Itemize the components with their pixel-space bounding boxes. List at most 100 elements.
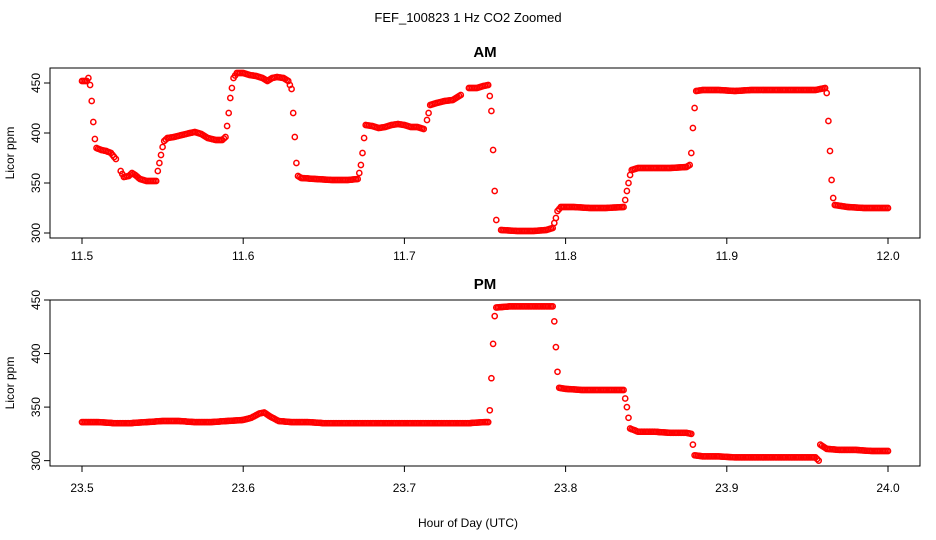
am-data-point <box>85 74 92 82</box>
am-data-point <box>623 187 631 195</box>
am-data-point <box>457 91 465 99</box>
am-data-point <box>829 194 837 202</box>
am-data-point <box>223 122 231 130</box>
pm-y-tick-label: 350 <box>29 397 43 417</box>
am-data-point <box>552 214 560 222</box>
am-data-point <box>225 109 233 117</box>
am-data-point <box>222 133 229 141</box>
pm-data-point <box>489 340 497 348</box>
am-data-point <box>492 216 500 224</box>
am-y-axis-label: Licor ppm <box>3 127 17 180</box>
pm-x-tick-label: 23.5 <box>70 481 94 495</box>
am-data-point <box>489 146 497 154</box>
pm-data-point <box>486 406 494 414</box>
pm-data-point <box>689 441 697 448</box>
pm-y-axis: 300 350 400 450 <box>29 290 50 471</box>
am-data-point <box>686 161 694 169</box>
am-panel-title: AM <box>473 44 496 61</box>
am-data-point <box>288 85 295 93</box>
am-data-point <box>354 175 362 183</box>
am-data-point <box>826 147 834 155</box>
am-data-point <box>425 109 432 117</box>
pm-x-axis: 23.5 23.6 23.7 23.8 23.9 24.0 <box>70 465 900 495</box>
am-x-tick-label: 11.8 <box>554 249 577 263</box>
am-data-point <box>228 84 236 92</box>
pm-data-point <box>491 312 499 320</box>
pm-y-tick-label: 300 <box>29 450 43 470</box>
pm-data-point <box>552 343 560 351</box>
am-data-point <box>88 97 96 105</box>
am-data-point <box>359 149 366 157</box>
am-data-point <box>884 204 892 212</box>
am-data-point <box>491 187 499 195</box>
pm-panel: PM Licor ppm 23.5 23.6 23.7 23.8 23.9 24.0 30… <box>3 276 921 495</box>
pm-data-points <box>78 303 892 464</box>
am-data-point <box>226 94 234 102</box>
am-plot-frame <box>49 67 921 239</box>
am-data-point <box>620 203 627 211</box>
am-data-point <box>360 134 368 142</box>
pm-data-point <box>625 414 632 422</box>
am-data-points <box>78 69 892 235</box>
am-data-point <box>355 169 363 177</box>
am-data-point <box>621 196 629 204</box>
am-data-point <box>89 118 97 126</box>
am-data-point <box>112 155 120 163</box>
am-data-point <box>486 92 494 100</box>
pm-data-point <box>815 457 823 464</box>
pm-data-point <box>484 418 492 426</box>
pm-x-tick-label: 23.8 <box>554 481 578 495</box>
am-y-tick-label: 400 <box>29 123 43 143</box>
pm-data-point <box>549 303 557 310</box>
pm-data-point <box>621 395 629 402</box>
figure-title: FEF_100823 1 Hz CO2 Zoomed <box>374 10 561 25</box>
pm-y-tick-label: 400 <box>29 343 43 363</box>
pm-data-point <box>620 386 627 394</box>
am-data-point <box>691 104 698 112</box>
pm-data-point <box>884 447 892 455</box>
am-panel: AM Licor ppm 11.5 11.6 11.7 11.8 11.9 12.0 30… <box>3 44 921 263</box>
pm-plot-frame <box>49 299 921 467</box>
pm-x-tick-label: 23.9 <box>715 481 739 495</box>
am-data-point <box>357 161 365 169</box>
pm-data-point <box>687 430 695 438</box>
am-data-point <box>91 135 99 143</box>
am-x-tick-label: 11.9 <box>716 249 739 263</box>
am-data-point <box>152 177 160 185</box>
am-data-point <box>825 117 832 125</box>
am-data-point <box>423 116 431 124</box>
am-data-point <box>156 159 163 167</box>
pm-data-point <box>554 368 561 376</box>
x-axis-label: Hour of Day (UTC) <box>418 516 518 530</box>
am-data-point <box>625 179 632 187</box>
pm-data-point <box>623 403 631 411</box>
am-x-tick-label: 11.6 <box>232 249 255 263</box>
am-x-tick-label: 11.7 <box>393 249 416 263</box>
am-data-point <box>157 151 165 159</box>
am-data-point <box>220 135 228 142</box>
am-data-point <box>420 125 428 133</box>
am-data-point <box>154 167 162 175</box>
pm-x-tick-label: 23.7 <box>393 481 417 495</box>
pm-data-point <box>550 318 558 325</box>
am-x-tick-label: 11.5 <box>71 249 94 263</box>
am-data-point <box>293 159 300 167</box>
pm-panel-title: PM <box>474 276 497 293</box>
pm-x-tick-label: 23.6 <box>232 481 256 495</box>
pm-data-point <box>813 455 821 463</box>
pm-x-tick-label: 24.0 <box>876 481 900 495</box>
am-y-tick-label: 350 <box>29 173 43 193</box>
am-data-point <box>687 149 695 157</box>
am-data-point <box>484 81 492 89</box>
am-x-tick-label: 12.0 <box>876 249 900 263</box>
pm-y-tick-label: 450 <box>29 290 43 310</box>
am-data-point <box>689 124 697 132</box>
am-data-point <box>828 176 835 184</box>
am-data-point <box>488 107 495 115</box>
am-y-tick-label: 450 <box>29 73 43 93</box>
pm-data-point <box>488 374 495 382</box>
am-y-tick-label: 300 <box>29 223 43 243</box>
am-y-axis: 300 350 400 450 <box>29 73 50 243</box>
am-data-point <box>823 89 831 97</box>
